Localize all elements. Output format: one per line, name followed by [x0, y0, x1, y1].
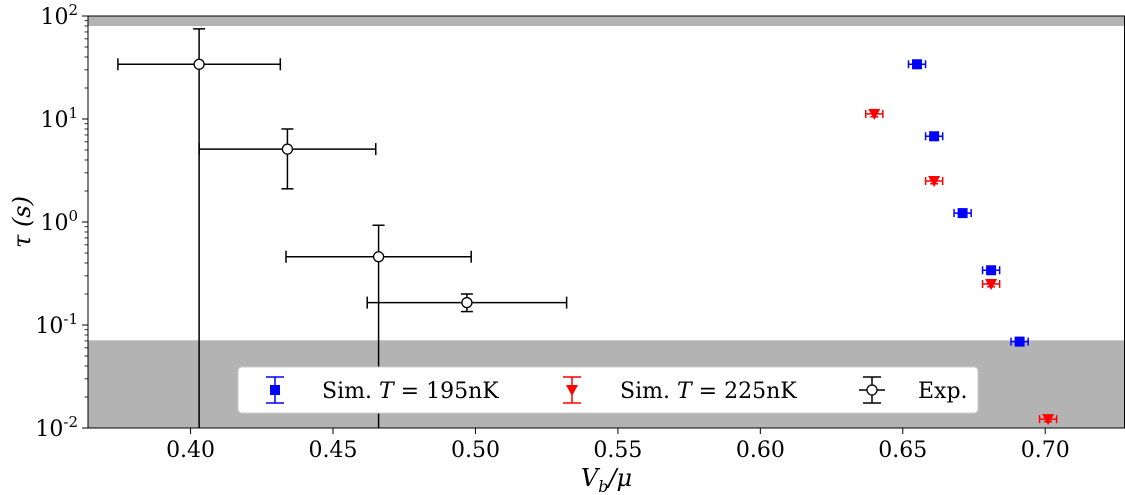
x-tick-label: 0.40: [166, 438, 215, 463]
y-axis: 10-2 10-1 100 101 102: [35, 1, 88, 442]
marker-triangle-down: [566, 385, 578, 396]
y-axis-label: τ (s): [8, 196, 36, 248]
x-axis-label: Vb/μ: [581, 464, 632, 495]
legend-entry: Exp.: [859, 376, 968, 404]
y-tick-label: 10-1: [35, 310, 78, 339]
data-point: [924, 176, 944, 188]
x-tick-label: 0.55: [593, 438, 642, 463]
x-tick-label: 0.45: [309, 438, 358, 463]
data-point: [953, 208, 972, 219]
data-point: [198, 128, 377, 190]
x-tick-label: 0.65: [878, 438, 927, 463]
legend-entry: Sim. T = 225nK: [563, 376, 797, 404]
data-point: [117, 28, 282, 428]
legend-box: [237, 366, 979, 414]
marker-circle-open: [461, 296, 473, 309]
legend: Sim. T = 195nK Sim. T = 225nK Exp.: [237, 366, 979, 414]
data-point: [981, 279, 1001, 291]
data-point: [981, 265, 1001, 276]
x-tick-label: 0.60: [736, 438, 785, 463]
marker-square: [912, 59, 923, 70]
x-tick-label: 0.50: [451, 438, 500, 463]
marker-square: [986, 265, 997, 276]
data-point: [366, 293, 568, 313]
legend-label: Exp.: [918, 379, 968, 404]
y-tick-label: 10-2: [35, 413, 78, 442]
data-point: [907, 59, 927, 70]
legend-label: Sim. T = 225nK: [620, 379, 797, 404]
marker-square: [1014, 336, 1025, 347]
x-tick-label: 0.70: [1021, 438, 1070, 463]
marker-circle-open: [372, 251, 385, 263]
shaded-region: [88, 16, 1125, 26]
marker-circle-open: [193, 58, 205, 70]
series-1: [865, 108, 1058, 426]
data-point: [1010, 336, 1029, 347]
shaded-regions: [88, 16, 1125, 428]
marker-triangle-down: [985, 279, 998, 291]
marker-circle-open: [866, 384, 878, 396]
marker-square: [957, 208, 968, 219]
series-0: [907, 59, 1029, 347]
x-axis: 0.40 0.45 0.50 0.55 0.60 0.65 0.70: [166, 428, 1070, 463]
data-point: [924, 131, 944, 142]
y-tick-label: 100: [40, 207, 78, 236]
marker-triangle-down: [928, 176, 941, 188]
legend-label: Sim. T = 195nK: [322, 379, 499, 404]
y-tick-label: 101: [40, 104, 78, 133]
y-tick-label: 102: [40, 1, 78, 30]
legend-entry: Sim. T = 195nK: [266, 376, 499, 404]
marker-circle-open: [281, 143, 294, 155]
marker-square: [270, 385, 280, 395]
marker-square: [929, 131, 940, 142]
data-point: [865, 108, 884, 120]
marker-triangle-down: [1042, 414, 1055, 426]
data-point: [1038, 414, 1058, 426]
marker-triangle-down: [868, 108, 881, 120]
